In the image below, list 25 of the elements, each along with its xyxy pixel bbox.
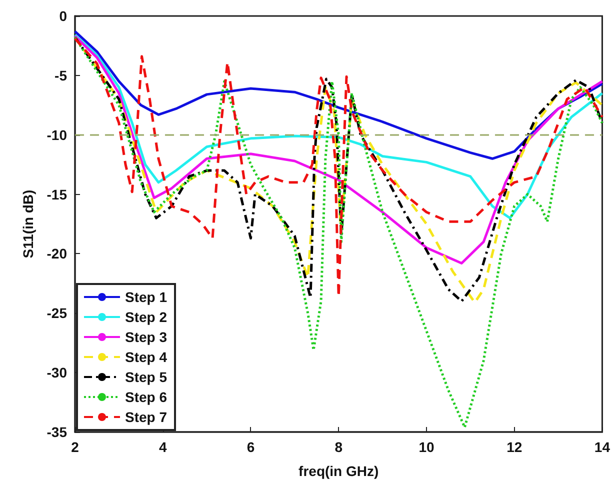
legend-label: Step 5: [125, 369, 168, 385]
legend-label: Step 3: [125, 329, 168, 345]
x-tick-label: 12: [506, 439, 522, 455]
x-axis-title: freq(in GHz): [298, 463, 379, 479]
x-tick-label: 10: [418, 439, 434, 455]
y-tick-label: -25: [46, 305, 68, 322]
x-tick-label: 2: [71, 439, 80, 455]
legend-label: Step 1: [125, 289, 168, 305]
y-tick-label: -20: [46, 246, 68, 262]
x-tick-label: 8: [334, 439, 343, 455]
line-series: [74, 36, 604, 428]
x-tick-label: 6: [246, 439, 255, 455]
y-tick-label: 0: [59, 8, 68, 24]
y-tick-label: -30: [46, 364, 68, 381]
y-tick-label: -10: [46, 126, 68, 143]
y-tick-label: -5: [54, 67, 68, 84]
legend-label: Step 6: [125, 389, 168, 405]
x-tick-label: 4: [158, 439, 167, 455]
x-tick-label: 14: [594, 439, 610, 455]
y-tick-label: -35: [46, 424, 68, 440]
legend-label: Step 7: [125, 409, 168, 425]
y-axis-title: S11(in dB): [20, 190, 36, 258]
legend-label: Step 2: [125, 309, 168, 325]
legend-label: Step 4: [125, 349, 168, 365]
y-tick-label: -15: [46, 186, 68, 202]
